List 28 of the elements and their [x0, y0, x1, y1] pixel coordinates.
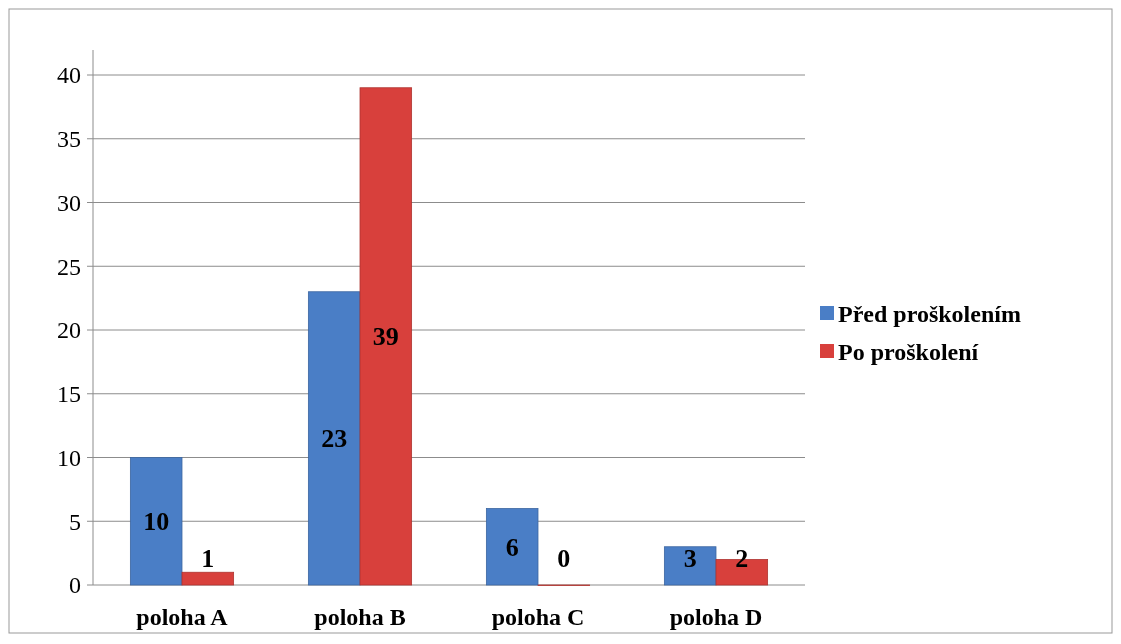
data-label: 39	[372, 322, 399, 352]
x-tick-label: poloha B	[314, 604, 406, 630]
y-tick-label: 25	[57, 253, 81, 280]
bar	[181, 571, 235, 586]
y-tick-label: 30	[57, 189, 81, 216]
data-label: 0	[557, 544, 571, 574]
x-tick-label: poloha A	[136, 604, 229, 630]
y-tick-label: 20	[57, 317, 81, 344]
data-label: 23	[321, 424, 348, 454]
data-label: 3	[683, 544, 697, 574]
y-tick-label: 40	[57, 62, 81, 89]
y-tick-label: 5	[69, 508, 81, 535]
bar	[129, 457, 183, 586]
data-label: 10	[143, 507, 170, 537]
bar	[485, 508, 539, 586]
x-tick-label: poloha D	[669, 604, 763, 630]
bar	[359, 87, 413, 586]
bar	[307, 291, 361, 586]
y-tick-label: 15	[57, 381, 81, 408]
y-tick-label: 0	[69, 572, 81, 599]
y-tick-label: 10	[57, 444, 81, 471]
y-tick-label: 35	[57, 126, 81, 153]
x-tick-label: poloha C	[491, 604, 585, 630]
bar	[663, 546, 717, 586]
data-label: 1	[201, 544, 215, 574]
legend-label: Před proškolením	[838, 301, 1021, 328]
legend-label: Po proškolení	[838, 339, 979, 366]
data-label: 6	[505, 532, 519, 562]
